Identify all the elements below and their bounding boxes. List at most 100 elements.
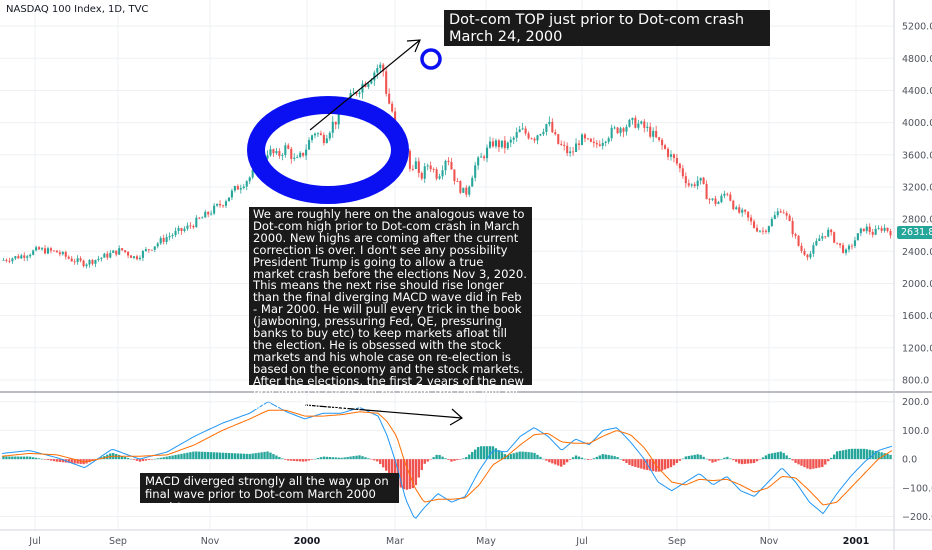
candle-body	[435, 169, 438, 179]
candle-body	[373, 72, 376, 81]
histogram-bar	[717, 459, 720, 461]
candle-body	[444, 160, 447, 171]
annotation-macd[interactable]: MACD diverged strongly all the way up on…	[140, 473, 399, 514]
candle-body	[52, 250, 55, 252]
candle-body	[720, 195, 723, 203]
annotation-main[interactable]: We are roughly here on the analogous wav…	[249, 207, 532, 410]
candle-body	[681, 168, 684, 177]
candle-body	[868, 226, 871, 233]
histogram-bar	[856, 448, 860, 460]
histogram-bar	[809, 459, 812, 470]
candle-body	[847, 245, 851, 250]
candle-body	[672, 154, 675, 159]
candle-body	[8, 260, 11, 262]
candle-body	[5, 259, 8, 261]
histogram-bar	[126, 457, 130, 460]
histogram-bar	[201, 451, 204, 460]
candle-body	[889, 231, 892, 236]
histogram-bar	[681, 458, 685, 460]
histogram-bar	[76, 459, 79, 464]
histogram-bar	[215, 452, 219, 460]
histogram-bar	[8, 456, 11, 460]
histogram-bar	[853, 448, 857, 460]
candle-body	[643, 121, 646, 128]
histogram-bar	[595, 456, 599, 460]
time-axis[interactable]: Jul Sep Nov 2000 Mar May Jul Sep Nov 2001	[28, 536, 869, 547]
histogram-bar	[447, 459, 450, 460]
macd-tick-label: 0.0	[902, 455, 917, 466]
histogram-bar	[46, 459, 50, 461]
histogram-bar	[649, 459, 652, 471]
histogram-bar	[198, 451, 201, 460]
candle-body	[850, 245, 853, 247]
macd-tick-label: −100.0	[902, 483, 932, 494]
candle-body	[711, 198, 714, 200]
candle-body	[456, 181, 459, 182]
histogram-bar	[79, 459, 82, 464]
candle-body	[753, 221, 756, 228]
price-tick-label: 4000.0	[902, 118, 932, 129]
candle-body	[219, 204, 222, 206]
histogram-bar	[720, 459, 723, 460]
chart-title: NASDAQ 100 Index, 1D, TVC	[6, 4, 149, 15]
candle-body	[883, 227, 886, 231]
histogram-bar	[384, 459, 388, 471]
histogram-bar	[841, 450, 845, 460]
candle-body	[687, 183, 690, 186]
histogram-bar	[610, 455, 613, 460]
histogram-bar	[868, 449, 871, 460]
histogram-bar	[379, 459, 382, 465]
histogram-bar	[411, 459, 415, 489]
candle-body	[797, 235, 800, 246]
histogram-bar	[634, 459, 637, 467]
candle-body	[761, 230, 764, 232]
annotation-top[interactable]: Dot-com TOP just prior to Dot-com crash …	[444, 10, 770, 46]
histogram-bar	[465, 457, 468, 460]
candle-body	[595, 142, 598, 145]
histogram-bar	[272, 454, 275, 460]
histogram-bar	[542, 458, 545, 460]
candle-body	[207, 211, 210, 215]
candle-body	[690, 184, 693, 186]
histogram-bar	[755, 459, 759, 462]
price-axis[interactable]: 800.0 1200.0 1600.0 2000.0 2400.0 2800.0 3200.…	[902, 22, 932, 387]
histogram-bar	[821, 459, 824, 468]
histogram-bar	[515, 452, 518, 460]
histogram-bar	[11, 456, 14, 460]
histogram-bar	[40, 458, 44, 460]
candle-body	[583, 134, 586, 139]
histogram-bar	[263, 451, 266, 460]
candle-body	[471, 177, 474, 187]
candle-body	[586, 138, 589, 140]
histogram-bar	[346, 456, 349, 460]
candle-body	[376, 68, 379, 73]
candle-body	[32, 250, 35, 255]
histogram-bar	[732, 459, 735, 461]
candle-body	[723, 193, 726, 196]
candle-body	[874, 228, 877, 235]
candle-body	[79, 258, 82, 261]
candle-body	[770, 219, 773, 227]
histogram-bar	[189, 452, 192, 460]
histogram-bar	[230, 453, 234, 460]
histogram-bar	[663, 459, 667, 470]
histogram-bar	[699, 454, 702, 460]
candle-body	[438, 176, 441, 179]
grid-lines	[0, 0, 894, 530]
histogram-bar	[643, 459, 646, 470]
histogram-bar	[586, 459, 590, 460]
histogram-bar	[165, 456, 168, 460]
histogram-bar	[708, 459, 711, 461]
histogram-bar	[123, 456, 127, 460]
macd-axis[interactable]: 200.0 100.0 0.0 −100.0 −200.0	[902, 397, 932, 523]
candle-body	[233, 186, 236, 191]
candle-body	[408, 150, 411, 169]
histogram-bar	[396, 459, 400, 486]
candle-body	[293, 157, 296, 159]
histogram-bar	[390, 459, 394, 479]
candle-body	[634, 117, 637, 128]
histogram-bar	[245, 453, 248, 460]
candle-body	[483, 156, 486, 159]
candle-body	[750, 217, 753, 222]
candle-body	[776, 211, 779, 216]
